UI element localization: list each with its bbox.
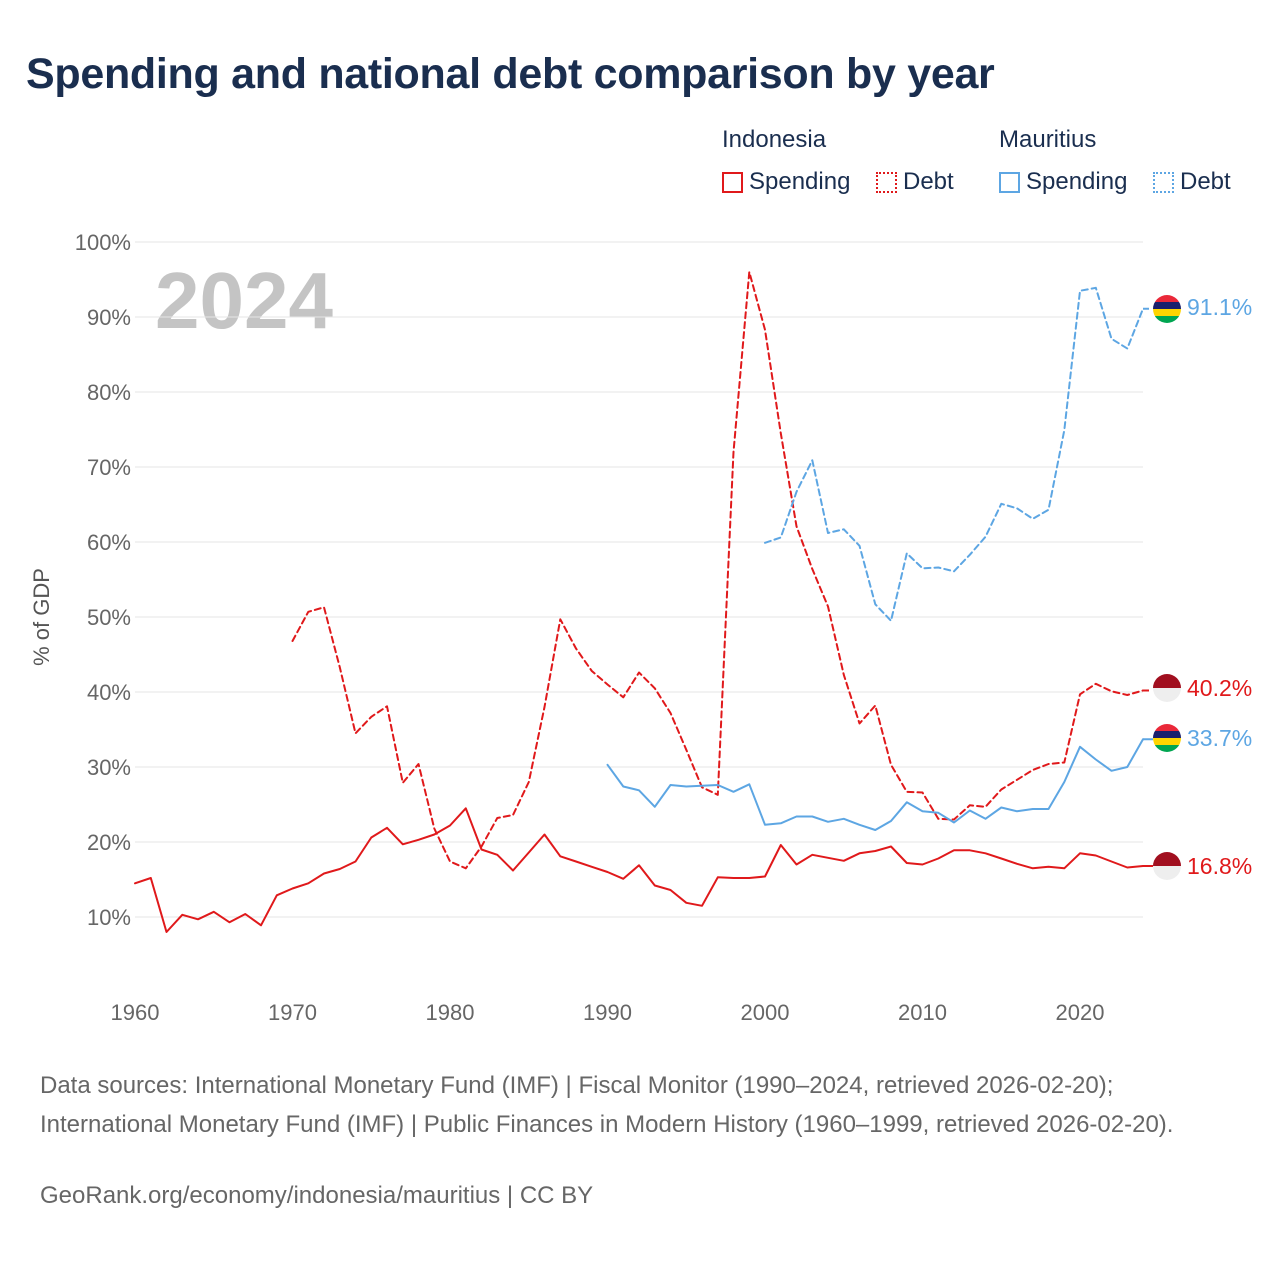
y-tick-label: 60%: [87, 530, 131, 555]
y-tick-label: 80%: [87, 380, 131, 405]
end-value-label-mauritius-spending: 33.7%: [1187, 725, 1252, 751]
x-axis-ticks: 1960 1970 1980 1990 2000 2010 2020: [111, 1000, 1105, 1025]
legend-item-indonesia-spending[interactable]: Spending: [722, 168, 850, 196]
y-tick-label: 40%: [87, 680, 131, 705]
legend-label: Spending: [749, 168, 851, 195]
y-tick-label: 90%: [87, 305, 131, 330]
legend-label: Spending: [1026, 168, 1128, 195]
legend-swatch-solid: [722, 171, 743, 193]
legend-label: Debt: [1180, 168, 1231, 195]
credit-link[interactable]: GeoRank.org/economy/indonesia/mauritius …: [40, 1182, 594, 1209]
end-value-label-indonesia-spending: 16.8%: [1187, 853, 1252, 879]
legend-item-indonesia-debt[interactable]: Debt: [876, 168, 954, 196]
x-tick-label: 1980: [426, 1000, 475, 1025]
current-year-watermark: 2024: [155, 256, 333, 345]
x-tick-label: 2000: [741, 1000, 790, 1025]
gridlines: [135, 241, 1143, 918]
x-tick-label: 1970: [268, 1000, 317, 1025]
end-value-label-mauritius-debt: 91.1%: [1187, 294, 1252, 320]
legend-swatch-dotted: [1153, 171, 1174, 193]
y-tick-label: 70%: [87, 455, 131, 480]
series-line-indonesia-spending[interactable]: [134, 807, 1144, 933]
x-tick-label: 1990: [583, 1000, 632, 1025]
legend-swatch-dotted: [876, 171, 897, 193]
indonesia-flag-icon: [1153, 852, 1181, 880]
legend-item-mauritius-spending[interactable]: Spending: [999, 168, 1127, 196]
x-tick-label: 2010: [898, 1000, 947, 1025]
x-tick-label: 1960: [111, 1000, 160, 1025]
line-chart: 10% 20% 30% 40% 50% 60% 70% 80% 90% 100% 1960 1970…: [75, 230, 1253, 1025]
mauritius-flag-icon: [1153, 724, 1181, 752]
legend-swatch-solid: [999, 171, 1020, 193]
legend-group-mauritius: Mauritius: [999, 126, 1097, 153]
y-axis-ticks: 10% 20% 30% 40% 50% 60% 70% 80% 90% 100%: [75, 230, 131, 930]
series-lines: [134, 271, 1153, 933]
series-line-mauritius-debt[interactable]: [764, 286, 1144, 622]
legend-label: Debt: [903, 168, 954, 195]
y-tick-label: 10%: [87, 905, 131, 930]
y-tick-label: 30%: [87, 755, 131, 780]
mauritius-flag-icon: [1153, 295, 1181, 323]
end-value-label-indonesia-debt: 40.2%: [1187, 675, 1252, 701]
end-labels: 16.8% 40.2% 33.7% 91.1%: [1187, 294, 1252, 879]
data-sources: Data sources: International Monetary Fun…: [40, 1072, 1174, 1138]
y-tick-label: 50%: [87, 605, 131, 630]
legend-group-indonesia: Indonesia: [722, 126, 827, 153]
y-tick-label: 20%: [87, 830, 131, 855]
indonesia-flag-icon: [1153, 674, 1181, 702]
series-line-indonesia-debt[interactable]: [291, 271, 1144, 870]
y-tick-label: 100%: [75, 230, 131, 255]
legend-item-mauritius-debt[interactable]: Debt: [1153, 168, 1231, 196]
x-tick-label: 2020: [1056, 1000, 1105, 1025]
chart-title: Spending and national debt comparison by…: [26, 50, 995, 98]
series-line-mauritius-spending[interactable]: [606, 738, 1144, 831]
